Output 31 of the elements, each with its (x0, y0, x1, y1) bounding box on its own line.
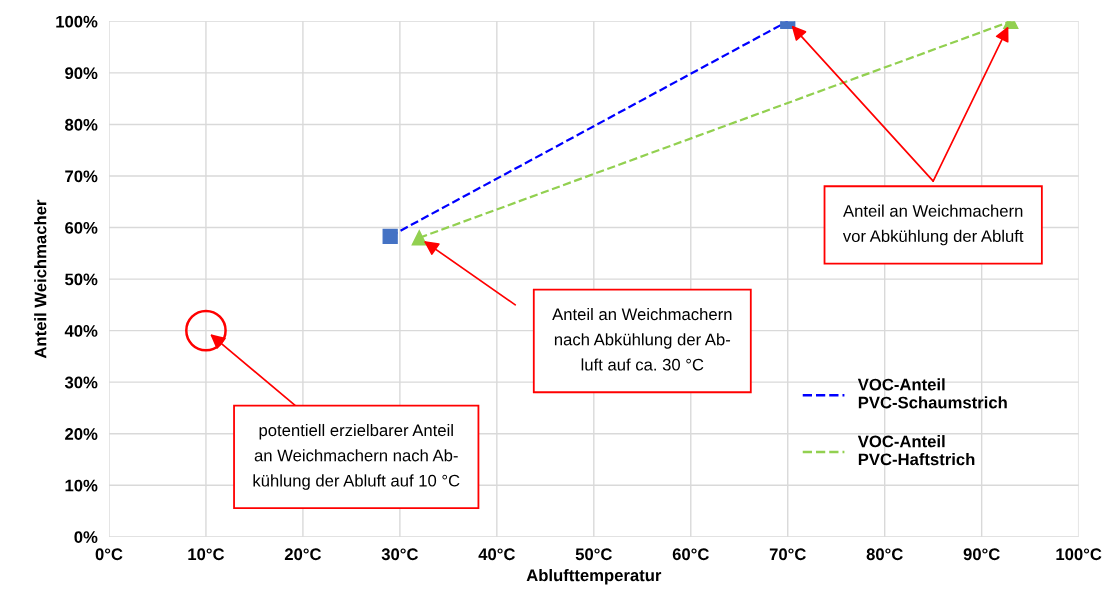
x-tick-label: 90°C (963, 548, 1000, 561)
y-tick-label: 0% (74, 531, 98, 543)
x-tick-label: 0°C (95, 548, 123, 561)
y-tick-label: 100% (56, 15, 98, 28)
x-tick-label: 80°C (866, 548, 903, 561)
x-tick-label: 40°C (478, 548, 516, 561)
legend-label: VOC-Anteil PVC-Schaumstrich (857, 378, 1007, 409)
legend-label: VOC-Anteil PVC-Haftstrich (857, 435, 975, 466)
y-tick-label: 20% (65, 428, 98, 440)
point (411, 230, 427, 246)
y-tick-label: 10% (65, 479, 98, 492)
x-tick-label: 30°C (381, 548, 419, 561)
y-tick-label: 60% (65, 221, 98, 234)
annotation: Anteil an Weichmachern vor Abkühlung der Abluft (842, 204, 1024, 246)
x-tick-label: 20°C (284, 548, 322, 561)
point (185, 309, 227, 352)
x-tick-label: 100°C (1056, 548, 1102, 561)
y-axis-title: Anteil Weichmacher (34, 199, 47, 359)
x-tick-label: 50°C (575, 548, 612, 561)
y-tick-label: 40% (64, 325, 98, 337)
x-axis-title: Ablufttemperatur (526, 569, 662, 585)
y-tick-label: 30% (64, 376, 98, 389)
x-tick-label: 70°C (769, 548, 806, 561)
y-tick-label: 90% (65, 67, 98, 80)
y-tick-label: 50% (65, 273, 98, 286)
annotation: potentiell erzielbarer Anteil an Weichmachern nach Ab- kühlung der Abluft auf 10 °C (253, 423, 460, 490)
x-tick-label: 60°C (672, 548, 709, 561)
y-tick-label: 70% (65, 170, 98, 183)
y-tick-label: 80% (65, 118, 98, 131)
x-tick-label: 10°C (188, 548, 225, 561)
annotation: Anteil an Weichmachern nach Abkühlung der Ab- luft auf ca. 30 °C (552, 307, 732, 371)
